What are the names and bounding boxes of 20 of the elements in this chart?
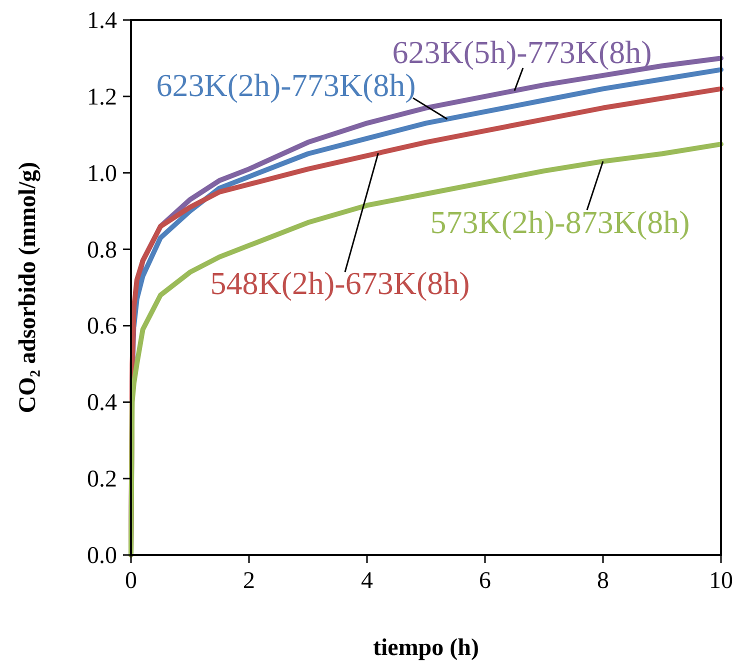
y-tick-label: 0.6 (87, 314, 117, 340)
y-tick-label: 0.4 (87, 390, 117, 416)
y-axis-title: CO₂ adsorbido (mmol/g) (15, 162, 41, 414)
x-tick-label: 10 (709, 568, 733, 594)
x-tick-label: 4 (361, 568, 373, 594)
x-axis-title: tiempo (h) (373, 635, 479, 661)
x-tick-label: 8 (597, 568, 609, 594)
x-tick-label: 0 (125, 568, 137, 594)
y-tick-label: 0.2 (87, 466, 117, 493)
series-label: 548K(2h)-673K(8h) (210, 265, 470, 301)
y-tick-label: 0.0 (87, 543, 117, 569)
x-tick-label: 2 (243, 568, 255, 594)
y-tick-label: 1.0 (87, 160, 117, 187)
series-label: 573K(2h)-873K(8h) (430, 204, 690, 240)
x-tick-label: 6 (479, 568, 491, 594)
series-label: 623K(2h)-773K(8h) (156, 67, 416, 103)
y-tick-label: 1.4 (87, 8, 117, 34)
y-tick-label: 0.8 (87, 237, 117, 264)
y-tick-label: 1.2 (87, 84, 117, 110)
series-label: 623K(5h)-773K(8h) (392, 34, 652, 70)
